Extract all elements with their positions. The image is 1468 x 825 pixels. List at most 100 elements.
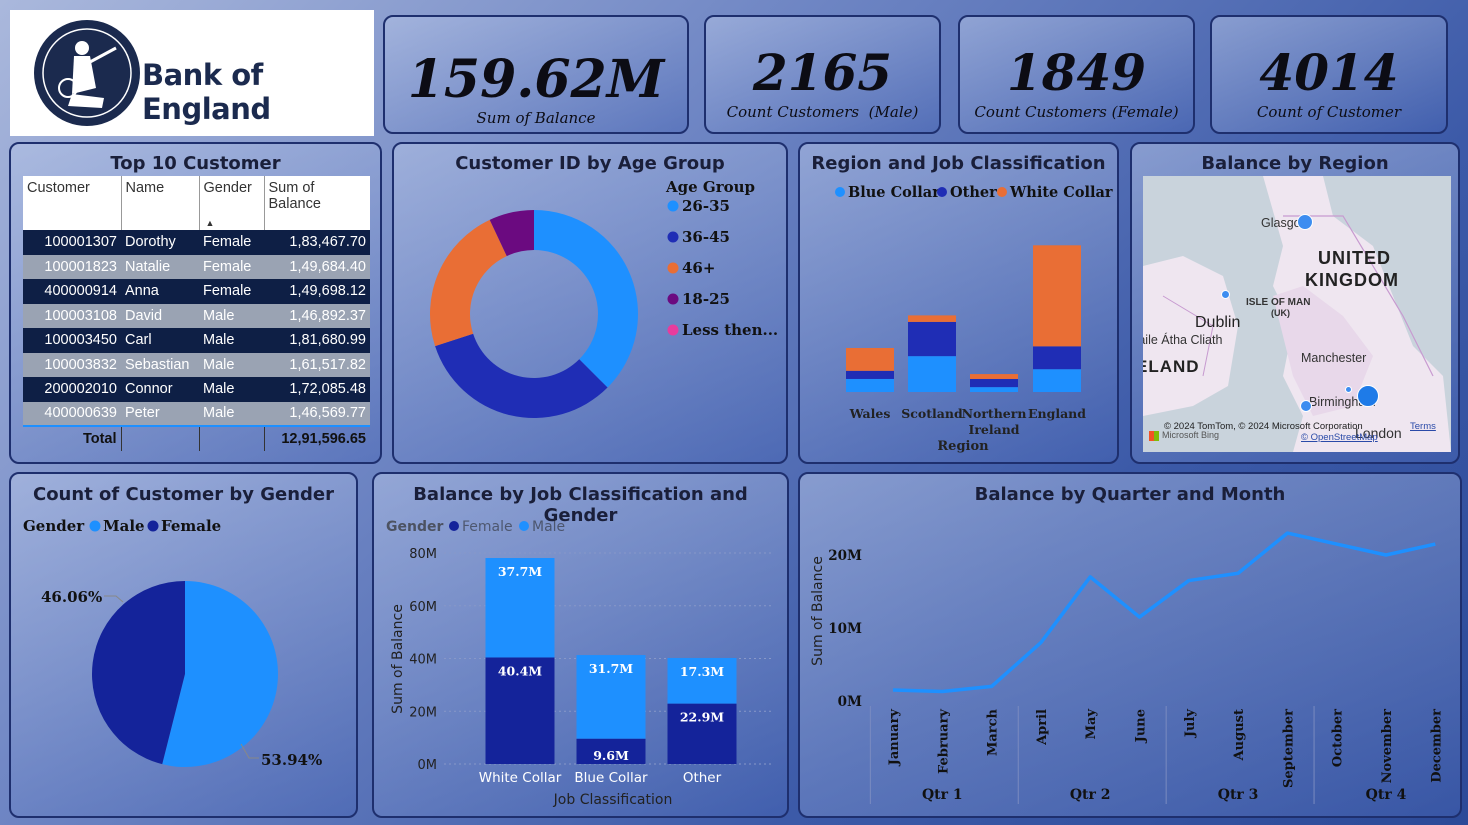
kpi-card-female: 1849 Count Customers (Female) [958,15,1195,134]
map-label-isle-of-man: ISLE OF MAN [1246,297,1311,308]
bar-segment[interactable] [970,374,1018,379]
x-tick-label: June [1134,709,1149,743]
x-tick-label: April [1035,709,1050,746]
legend-label[interactable]: Male [103,517,145,535]
y-tick-label: 40M [409,653,437,668]
x-tick-label: Scotland [901,406,963,421]
bar-segment[interactable] [667,703,737,764]
legend-label[interactable]: Male [532,519,565,535]
cell [199,426,265,451]
header-gender[interactable]: Gender ▲ [199,176,265,230]
donut-slice[interactable] [435,333,608,419]
x-tick-label: Ireland [968,422,1019,437]
kpi-label: Count Customers (Female) [974,103,1179,121]
bar-segment[interactable] [970,387,1018,392]
age-donut-title: Customer ID by Age Group [455,153,725,174]
map-marker-icon[interactable] [1300,400,1312,412]
x-tick-label: Blue Collar [574,770,648,786]
map-marker-icon[interactable] [1221,290,1230,299]
gender-pie-chart: Gender Male Female 46.06% 53.94% [23,517,322,769]
table-row[interactable]: 200002010 Connor Male 1,72,085.48 [23,377,370,402]
cell: Male [199,328,264,353]
legend-swatch [667,324,679,336]
table-row[interactable]: 100003450 Carl Male 1,81,680.99 [23,328,370,353]
cell: Dorothy [121,230,199,255]
map-marker-icon[interactable] [1345,386,1352,393]
leader-line [104,595,124,603]
x-tick-label: England [1028,406,1086,421]
header-customer[interactable]: Customer [23,176,122,230]
cell: Peter [121,401,199,426]
quarter-label: Qtr 2 [1070,787,1111,803]
x-tick-label: Other [683,770,722,786]
donut-slice[interactable] [489,210,534,257]
bar-segment[interactable] [667,657,737,704]
series-line[interactable] [892,531,1436,694]
map-osm-link[interactable]: © OpenStreetMap [1301,432,1378,443]
uk-map-graphic [1143,176,1451,452]
table-row[interactable]: 100001823 Natalie Female 1,49,684.40 [23,254,370,279]
table-row[interactable]: 100003108 David Male 1,46,892.37 [23,303,370,328]
header-balance[interactable]: Sum of Balance [268,180,321,212]
donut-slice[interactable] [534,210,638,388]
table-row[interactable]: 400000639 Peter Male 1,46,569.77 [23,401,370,426]
legend-label[interactable]: Other [950,184,997,201]
cell: 1,46,569.77 [264,401,370,426]
map-marker-icon[interactable] [1357,385,1379,407]
legend-label[interactable]: Female [462,519,513,535]
data-label: 22.9M [680,710,724,725]
pie-slice[interactable] [91,581,185,765]
bar-segment[interactable] [908,315,956,322]
legend-label[interactable]: 18-25 [682,290,730,308]
cell: 1,81,680.99 [264,328,370,353]
kpi-value: 1849 [1006,43,1147,102]
header-name[interactable]: Name [121,176,200,230]
header-gender-label: Gender [203,180,252,196]
data-label-male: 53.94% [261,751,322,769]
bar-segment[interactable] [846,347,894,371]
x-tick-label: Wales [849,406,891,421]
pie-slice[interactable] [162,581,278,767]
legend-label[interactable]: 46+ [682,259,715,277]
bar-segment[interactable] [846,370,894,379]
y-tick-label: 60M [409,600,437,615]
bar-segment[interactable] [1033,346,1081,370]
legend-label[interactable]: White Collar [1009,184,1113,201]
leader-line [240,743,259,759]
cell: 100003450 [23,328,121,353]
bar-segment[interactable] [908,356,956,392]
map-card: Balance by Region Glasgow UNITED KINGDOM… [1130,142,1460,464]
data-label: 9.6M [593,748,629,763]
region-job-title: Region and Job Classification [811,153,1106,174]
x-tick-label: October [1331,709,1346,767]
total-value: 12,91,596.65 [281,430,366,447]
legend-label[interactable]: Less then... [682,321,778,339]
table-row[interactable]: 100001307 Dorothy Female 1,83,467.70 [23,230,370,255]
map-label-dublin: Dublin [1195,314,1241,331]
cell: 1,46,892.37 [264,303,370,328]
map-view[interactable]: Glasgow UNITED KINGDOM ISLE OF MAN (UK) … [1143,176,1451,452]
bar-segment[interactable] [1033,369,1081,392]
map-terms-link[interactable]: Terms [1410,421,1436,432]
kpi-label: Count of Customer [1256,103,1402,121]
bar-segment[interactable] [846,378,894,392]
legend-label[interactable]: Female [161,517,221,535]
legend-label[interactable]: Blue Collar [848,184,940,201]
cell: 1,83,467.70 [264,230,370,255]
bar-segment[interactable] [908,321,956,357]
cell: 100001307 [23,230,121,255]
bar-segment[interactable] [576,655,646,739]
donut-slice[interactable] [430,219,507,347]
legend-label[interactable]: 36-45 [682,228,730,246]
bar-segment[interactable] [576,738,646,764]
bar-segment[interactable] [1033,245,1081,347]
table-row[interactable]: 400000914 Anna Female 1,49,698.12 [23,279,370,304]
map-marker-icon[interactable] [1297,214,1313,230]
kpi-card-male: 2165 Count Customers (Male) [704,15,941,134]
kpi-value: 2165 [752,43,893,102]
bar-segment[interactable] [485,657,555,764]
bar-segment[interactable] [485,558,555,658]
legend-label[interactable]: 26-35 [682,197,730,215]
bar-segment[interactable] [970,378,1018,388]
table-row[interactable]: 100003832 Sebastian Male 1,61,517.82 [23,352,370,377]
